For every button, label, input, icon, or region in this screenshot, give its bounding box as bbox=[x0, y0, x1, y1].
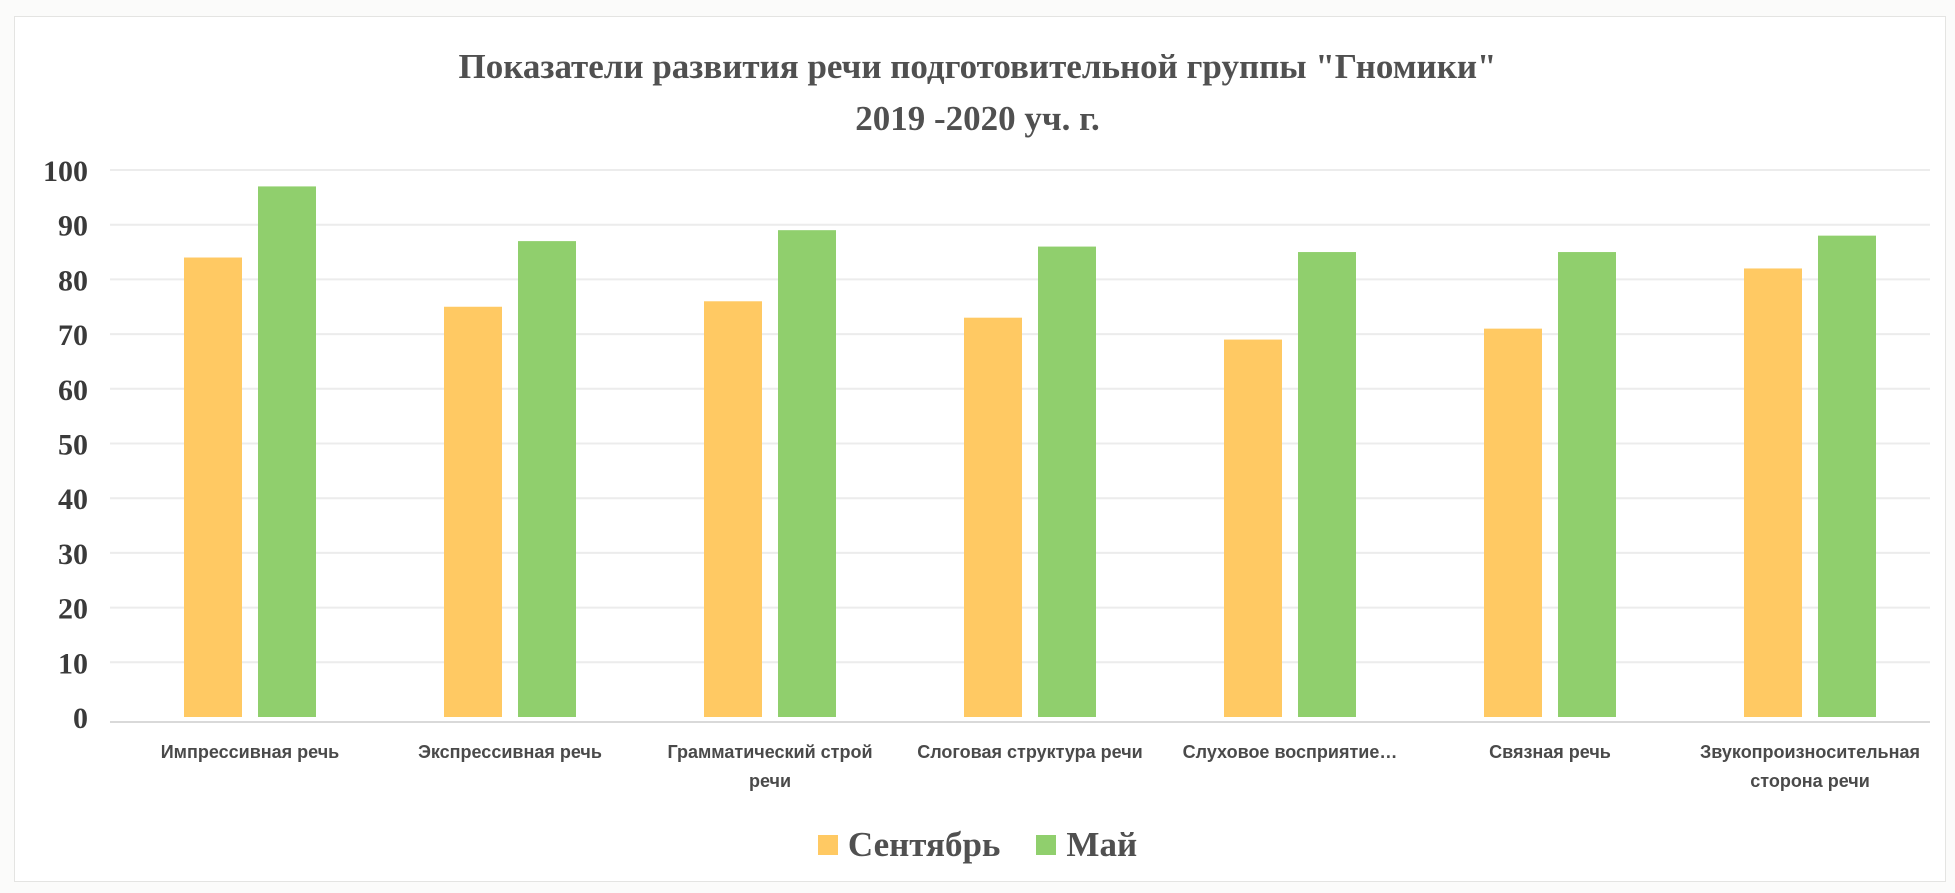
bar-may bbox=[1038, 246, 1096, 717]
y-tick-label: 100 bbox=[43, 155, 88, 188]
bar-september bbox=[704, 301, 762, 717]
chart-subtitle: 2019 -2020 уч. г. bbox=[855, 99, 1100, 138]
x-category-label: Звукопроизносительная сторона речи bbox=[1700, 742, 1920, 791]
x-category-label: Слоговая структура речи bbox=[917, 742, 1143, 762]
legend-label-may: Май bbox=[1066, 825, 1138, 864]
x-category-label: Экспрессивная речь bbox=[418, 742, 602, 762]
y-tick-label: 50 bbox=[58, 429, 88, 462]
bar-september bbox=[1744, 268, 1802, 717]
legend-swatch-may bbox=[1036, 835, 1057, 855]
y-tick-label: 10 bbox=[58, 647, 88, 680]
bar-september bbox=[1484, 328, 1542, 717]
y-tick-label: 20 bbox=[58, 593, 88, 626]
y-tick-label: 60 bbox=[58, 374, 88, 407]
legend: Сентябрь Май bbox=[0, 825, 1955, 865]
y-tick-label: 80 bbox=[58, 264, 88, 297]
y-tick-label: 90 bbox=[58, 210, 88, 243]
bar-may bbox=[1558, 252, 1616, 718]
bar-september bbox=[964, 317, 1022, 717]
bar-may bbox=[1298, 252, 1356, 718]
x-category-label: Слуховое восприятие… bbox=[1182, 742, 1398, 762]
y-tick-label: 70 bbox=[58, 319, 88, 352]
chart-title: Показатели развития речи подготовительно… bbox=[458, 47, 1497, 86]
bar-may bbox=[1818, 235, 1876, 717]
legend-label-september: Сентябрь bbox=[847, 825, 1001, 864]
bar-may bbox=[258, 186, 316, 717]
bar-may bbox=[518, 241, 576, 718]
bar-may bbox=[778, 230, 836, 718]
y-tick-label: 40 bbox=[58, 483, 88, 516]
y-axis-ticks: 0 10 20 30 40 50 60 70 80 90 100 bbox=[43, 155, 88, 735]
legend-item-may: Май bbox=[1036, 825, 1137, 865]
bar-september bbox=[184, 257, 242, 717]
bar-september bbox=[444, 306, 502, 717]
x-category-label: Грамматический строй речи bbox=[667, 742, 873, 791]
bars bbox=[184, 186, 1876, 718]
legend-item-september: Сентябрь bbox=[817, 825, 1001, 865]
legend-swatch-september bbox=[817, 835, 838, 855]
x-category-label: Импрессивная речь bbox=[160, 742, 340, 762]
bar-september bbox=[1224, 339, 1282, 717]
y-tick-label: 0 bbox=[73, 702, 88, 735]
y-tick-label: 30 bbox=[58, 538, 88, 571]
x-category-label: Связная речь bbox=[1489, 742, 1611, 762]
